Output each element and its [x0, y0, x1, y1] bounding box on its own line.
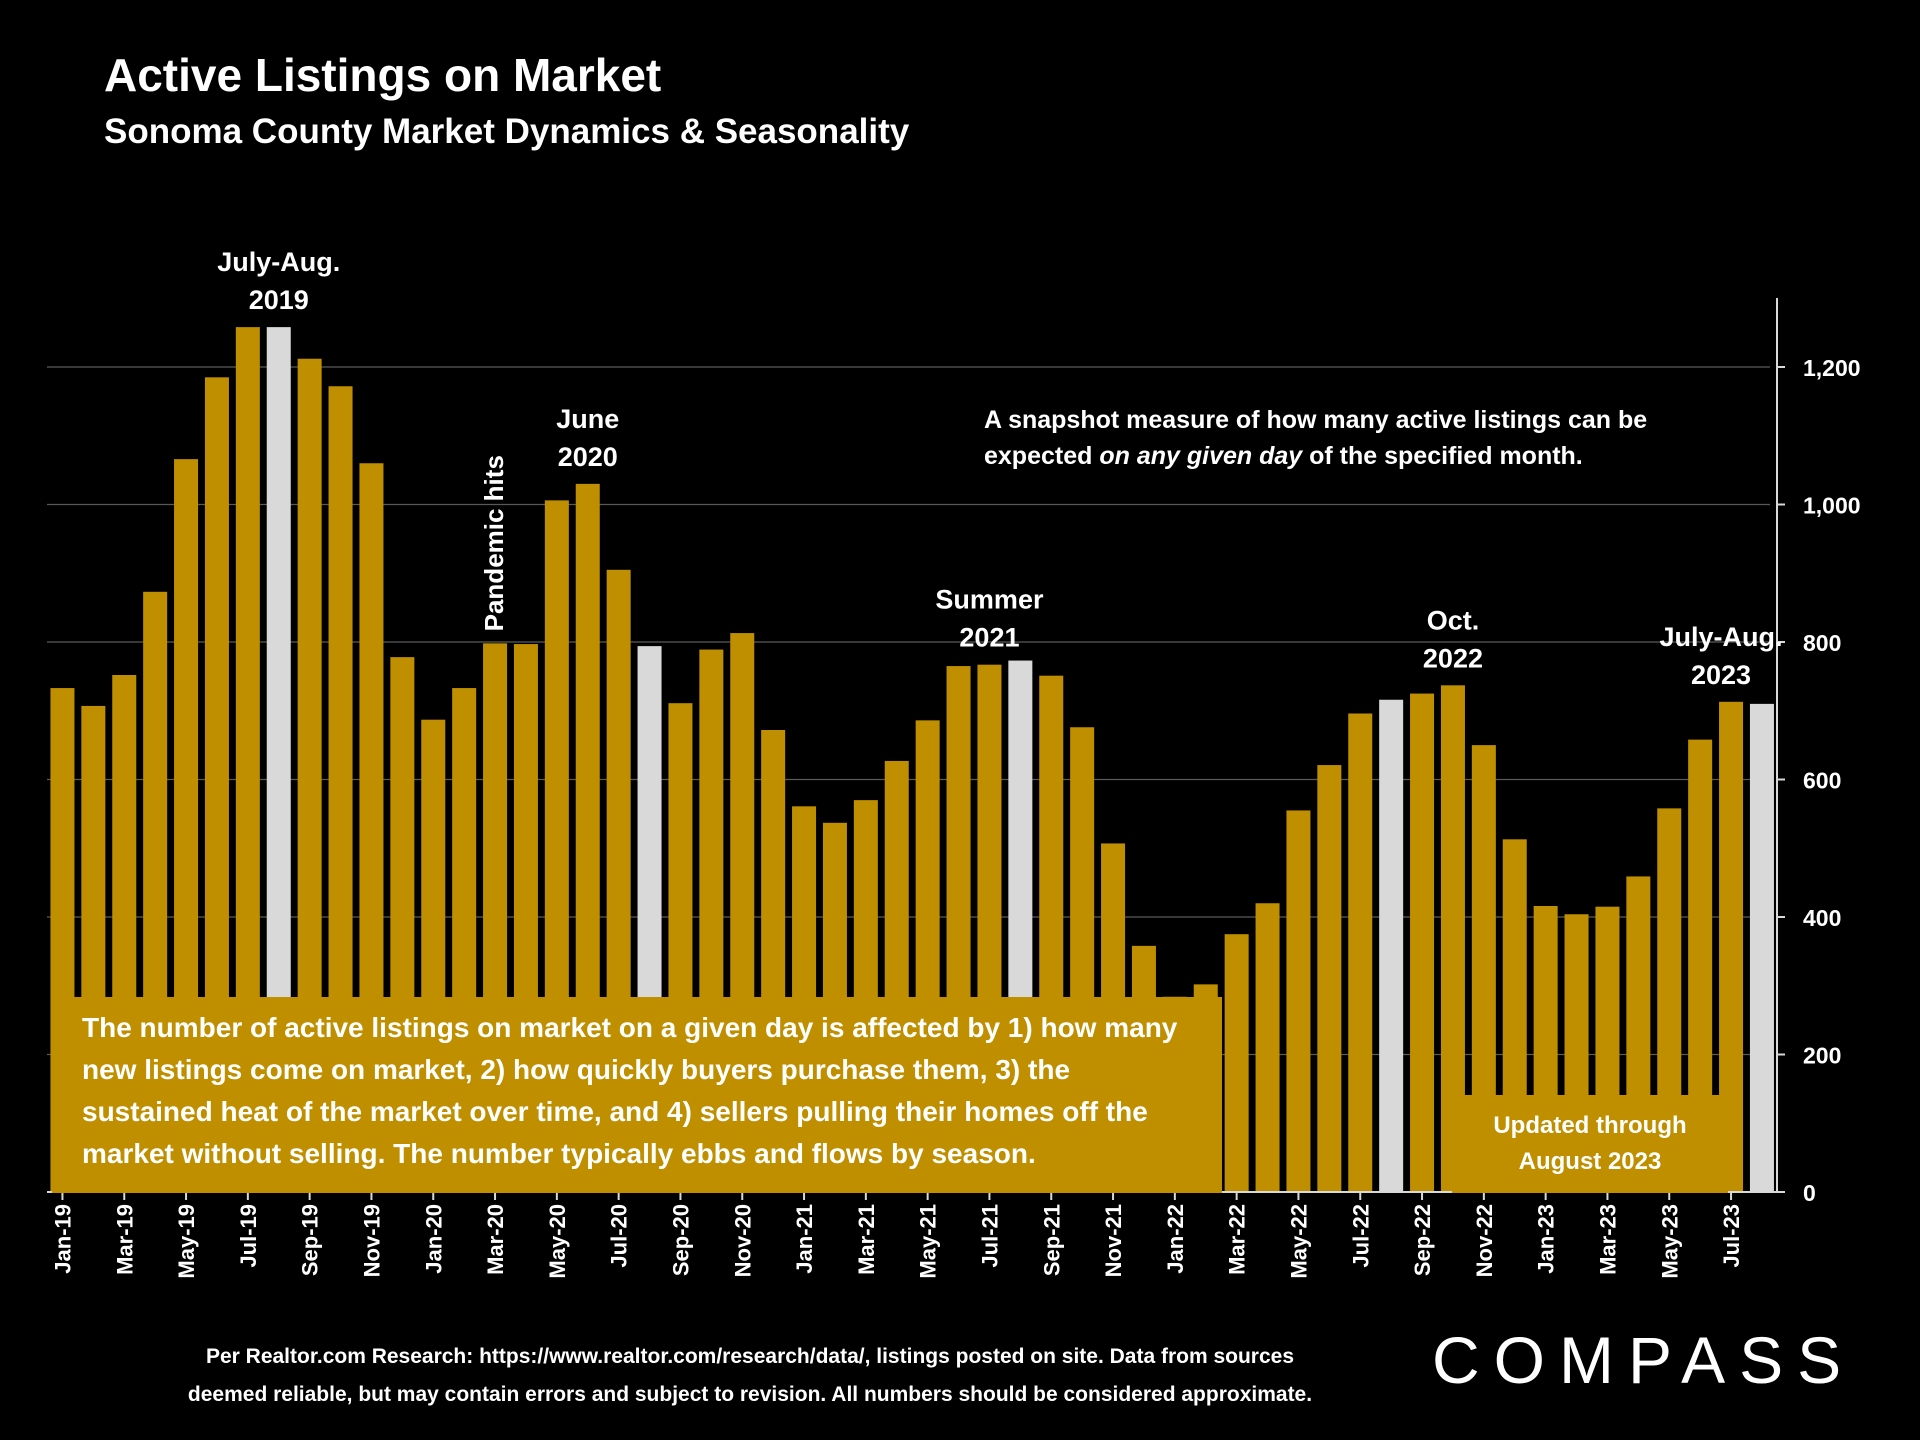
annotation-label: Summer	[935, 585, 1044, 615]
bar-apr-22	[1255, 903, 1280, 1192]
explanation-box: The number of active listings on market …	[52, 997, 1222, 1193]
x-tick-label: Nov-21	[1101, 1204, 1126, 1277]
x-tick-label: May-23	[1657, 1204, 1682, 1279]
x-tick-label: Jul-19	[236, 1204, 261, 1268]
bar-jul-22	[1348, 713, 1373, 1192]
bar-may-22	[1286, 810, 1311, 1192]
updated-line-1: Updated through	[1493, 1112, 1687, 1139]
updated-badge: Updated through August 2023	[1452, 1095, 1728, 1193]
x-tick-label: May-21	[916, 1204, 941, 1279]
x-tick-label: Jan-23	[1534, 1204, 1559, 1274]
bar-sep-22	[1410, 693, 1435, 1192]
x-tick-label: Jul-21	[977, 1204, 1002, 1268]
annotation-label: 2020	[558, 442, 618, 472]
x-tick-label: Mar-21	[854, 1204, 879, 1275]
x-tick-label: Jul-23	[1719, 1204, 1744, 1268]
x-tick-label: Mar-22	[1225, 1204, 1250, 1275]
annotation-label: 2019	[249, 285, 309, 315]
y-tick-label: 600	[1803, 768, 1841, 794]
annotation-label: June	[556, 404, 619, 434]
bar-mar-22	[1224, 934, 1249, 1192]
x-tick-label: Sep-19	[298, 1204, 323, 1276]
y-tick-label: 1,200	[1803, 355, 1861, 381]
x-tick-label: Jan-20	[421, 1204, 446, 1274]
x-tick-label: Nov-19	[359, 1204, 384, 1277]
annotation-label: July-Aug.	[1660, 622, 1783, 652]
x-tick-label: May-22	[1286, 1204, 1311, 1279]
annotations: July-Aug. 2019 June 2020 Pandemic hits Summer…	[217, 247, 1782, 690]
x-tick-label: Jan-19	[50, 1204, 75, 1274]
bar-jun-22	[1317, 765, 1342, 1192]
x-tick-label: Sep-21	[1039, 1204, 1064, 1276]
footnote-line-1: Per Realtor.com Research: https://www.re…	[205, 1345, 1295, 1368]
annotation-label: 2022	[1423, 643, 1483, 673]
chart-title: Active Listings on Market	[104, 49, 662, 101]
x-tick-label: May-20	[545, 1204, 570, 1279]
bar-aug-23	[1749, 703, 1774, 1192]
y-tick-label: 1,000	[1803, 493, 1861, 519]
bar-aug-22	[1379, 699, 1404, 1192]
annotation-label: 2023	[1691, 660, 1751, 690]
x-tick-label: Jul-20	[607, 1204, 632, 1268]
compass-logo: COMPASS	[1432, 1323, 1856, 1397]
note-emphasis: on any given day	[1099, 442, 1303, 470]
x-axis: Jan-19 Mar-19 May-19 Jul-19 Sep-19 Nov-19 Jan-…	[47, 1191, 1777, 1279]
y-tick-label: 200	[1803, 1043, 1841, 1069]
source-footnote: Per Realtor.com Research: https://www.re…	[120, 1338, 1380, 1414]
x-tick-label: May-19	[174, 1204, 199, 1279]
note-text-end: of the specified month.	[1302, 442, 1583, 470]
snapshot-note: A snapshot measure of how many active li…	[984, 402, 1684, 474]
x-tick-label: Sep-20	[668, 1204, 693, 1276]
x-tick-label: Nov-22	[1472, 1204, 1497, 1277]
annotation-label: July-Aug.	[217, 247, 340, 277]
x-tick-label: Sep-22	[1410, 1204, 1435, 1276]
x-tick-label: Jan-22	[1163, 1204, 1188, 1274]
y-axis: 0 200 400 600 800 1,000 1,200	[1776, 298, 1861, 1206]
y-tick-label: 800	[1803, 630, 1841, 656]
x-tick-label: Jul-22	[1348, 1204, 1373, 1268]
y-tick-label: 0	[1803, 1180, 1816, 1206]
footnote-line-2: deemed reliable, but may contain errors …	[187, 1383, 1313, 1406]
x-tick-label: Jan-21	[792, 1204, 817, 1274]
x-tick-label: Mar-19	[112, 1204, 137, 1275]
y-tick-label: 400	[1803, 905, 1841, 931]
annotation-label: 2021	[959, 623, 1019, 653]
x-tick-label: Mar-20	[483, 1204, 508, 1275]
annotation-label: Pandemic hits	[479, 455, 509, 631]
annotation-label: Oct.	[1427, 605, 1480, 635]
note-text-start: A snapshot measure of how many active li…	[984, 406, 1648, 470]
updated-line-2: August 2023	[1518, 1148, 1662, 1175]
x-tick-label: Nov-20	[730, 1204, 755, 1277]
x-tick-label: Mar-23	[1595, 1204, 1620, 1275]
chart-subtitle: Sonoma County Market Dynamics & Seasonal…	[104, 112, 910, 151]
